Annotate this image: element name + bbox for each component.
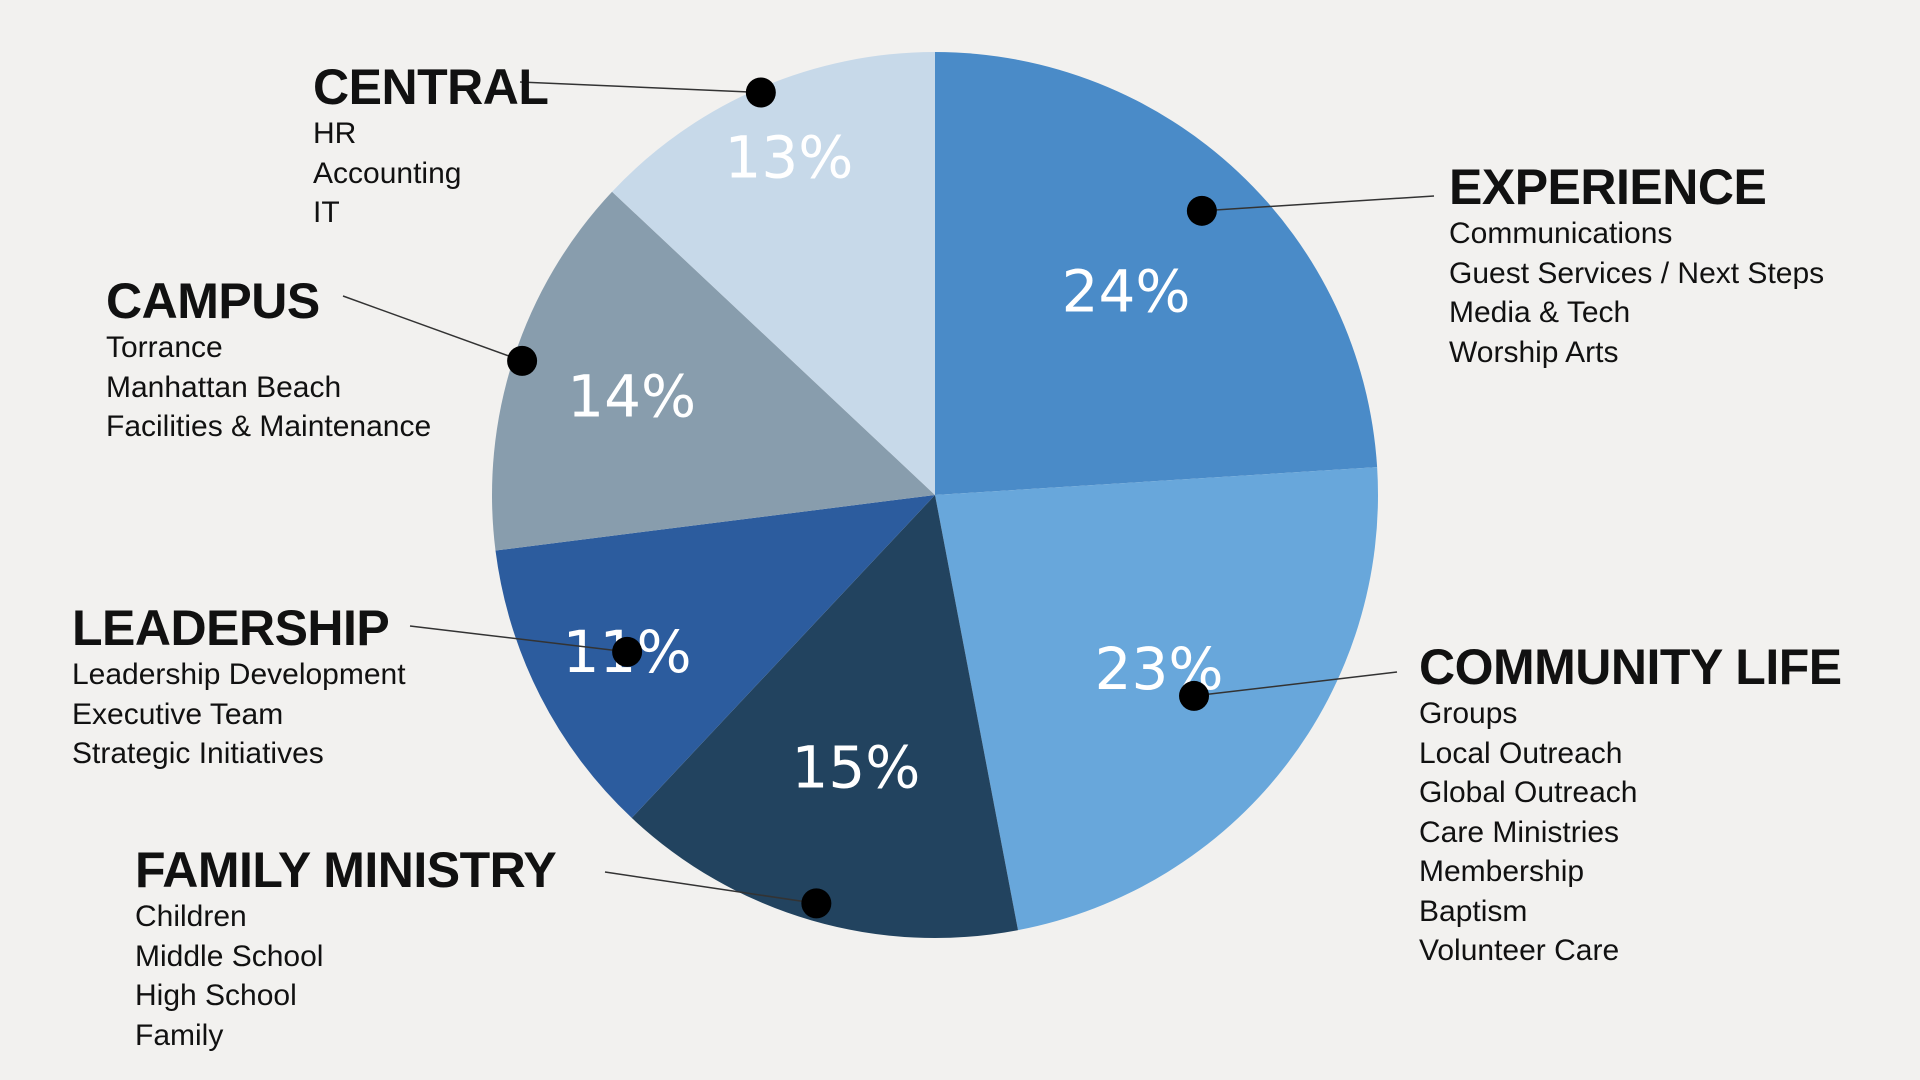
pie-slice-leadership xyxy=(495,495,935,818)
slice-name: LEADERSHIP xyxy=(72,600,390,656)
label-family-ministry: FAMILY MINISTRY Children Middle School H… xyxy=(135,842,557,1055)
list-item: Media & Tech xyxy=(1449,296,1631,329)
list-item: Global Outreach xyxy=(1419,776,1638,809)
label-leadership: LEADERSHIP Leadership Development Execut… xyxy=(72,603,406,774)
list-item: Worship Arts xyxy=(1449,335,1619,369)
pie-slice-family-ministry xyxy=(631,495,1019,938)
slice-name: COMMUNITY LIFE xyxy=(1419,639,1842,695)
pie-slice-campus xyxy=(492,191,935,551)
pie-slice-central xyxy=(612,52,935,495)
slice-name: FAMILY MINISTRY xyxy=(135,842,557,898)
list-item: Care Ministries xyxy=(1419,815,1620,849)
leader-line-community-life xyxy=(1193,671,1398,697)
leader-dot-campus xyxy=(507,345,538,376)
list-item: Facilities & Maintenance xyxy=(106,410,432,443)
list-item: Guest Services / Next Steps xyxy=(1449,256,1825,290)
leader-line-experience xyxy=(1201,195,1435,212)
list-item: Children xyxy=(135,900,247,933)
list-item: Groups xyxy=(1419,697,1518,730)
list-item: Communications xyxy=(1449,217,1673,250)
label-central: CENTRAL HR Accounting IT xyxy=(313,59,549,233)
slice-percent-campus: 14% xyxy=(567,362,696,430)
list-item: Middle School xyxy=(135,939,324,973)
leader-line-leadership xyxy=(409,625,628,653)
list-item: Membership xyxy=(1419,855,1585,888)
list-item: Volunteer Care xyxy=(1419,934,1620,967)
label-experience: EXPERIENCE Communications Guest Services… xyxy=(1449,162,1824,372)
list-item: Baptism xyxy=(1419,894,1528,928)
list-item: HR xyxy=(313,117,357,150)
list-item: High School xyxy=(135,979,297,1012)
pie-slice-experience xyxy=(935,52,1378,495)
slice-name: CENTRAL xyxy=(313,59,549,115)
leader-dot-community-life xyxy=(1179,680,1210,711)
leader-dot-experience xyxy=(1186,195,1217,226)
list-item: Family xyxy=(135,1018,224,1052)
slice-name: CAMPUS xyxy=(106,273,320,329)
slice-percent-central: 13% xyxy=(725,124,854,192)
slice-percent-family-ministry: 15% xyxy=(791,733,920,801)
list-item: IT xyxy=(313,196,340,229)
label-campus: CAMPUS Torrance Manhattan Beach Faciliti… xyxy=(106,276,431,447)
pie-slice-community-life xyxy=(935,467,1378,931)
slice-name: EXPERIENCE xyxy=(1449,159,1767,215)
leader-dot-central xyxy=(745,77,776,108)
list-item: Leadership Development xyxy=(72,658,406,691)
leader-line-campus xyxy=(342,295,523,362)
list-item: Executive Team xyxy=(72,697,284,731)
list-item: Strategic Initiatives xyxy=(72,737,324,770)
label-community-life: COMMUNITY LIFE Groups Local Outreach Glo… xyxy=(1419,642,1842,971)
leader-line-central xyxy=(519,81,761,94)
list-item: Accounting xyxy=(313,156,462,190)
list-item: Torrance xyxy=(106,331,223,364)
slice-percent-experience: 24% xyxy=(1062,258,1191,326)
list-item: Local Outreach xyxy=(1419,736,1623,770)
leader-dot-family-ministry xyxy=(801,888,832,919)
leader-line-family-ministry xyxy=(604,871,817,905)
list-item: Manhattan Beach xyxy=(106,370,342,404)
leader-dot-leadership xyxy=(612,636,643,667)
